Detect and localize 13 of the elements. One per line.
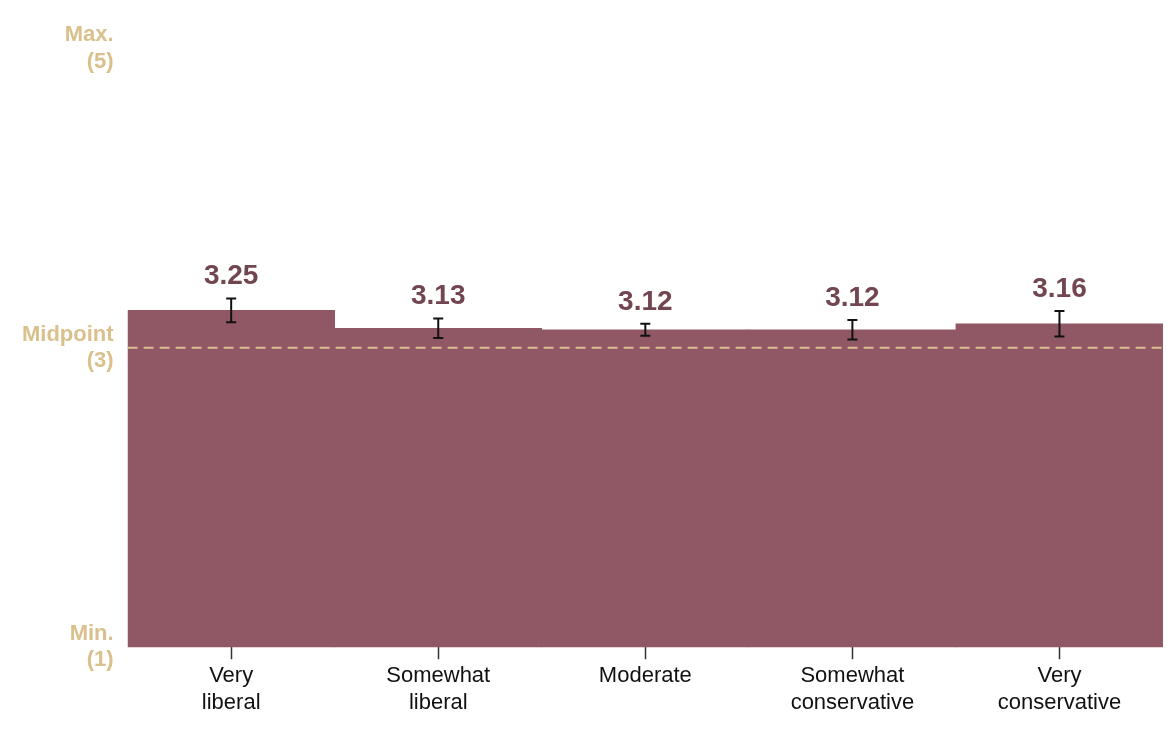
x-tick-label: Somewhat liberal [386,662,491,714]
data-label: 3.12 [618,284,673,316]
data-label: 3.16 [1032,271,1087,303]
x-tick-label: Very conservative [997,662,1122,714]
x-tick-label: Moderate [598,662,692,688]
data-label: 3.13 [410,279,466,311]
x-tick-label: Somewhat conservative [790,662,915,714]
data-label: 3.12 [825,280,880,312]
y-tick-label: Min. (1) [69,620,114,672]
y-tick-label: Midpoint (3) [21,320,115,373]
y-tick-label: Max. (5) [64,21,114,73]
data-label: 3.25 [203,259,259,291]
x-tick-label: Very liberal [201,662,261,714]
